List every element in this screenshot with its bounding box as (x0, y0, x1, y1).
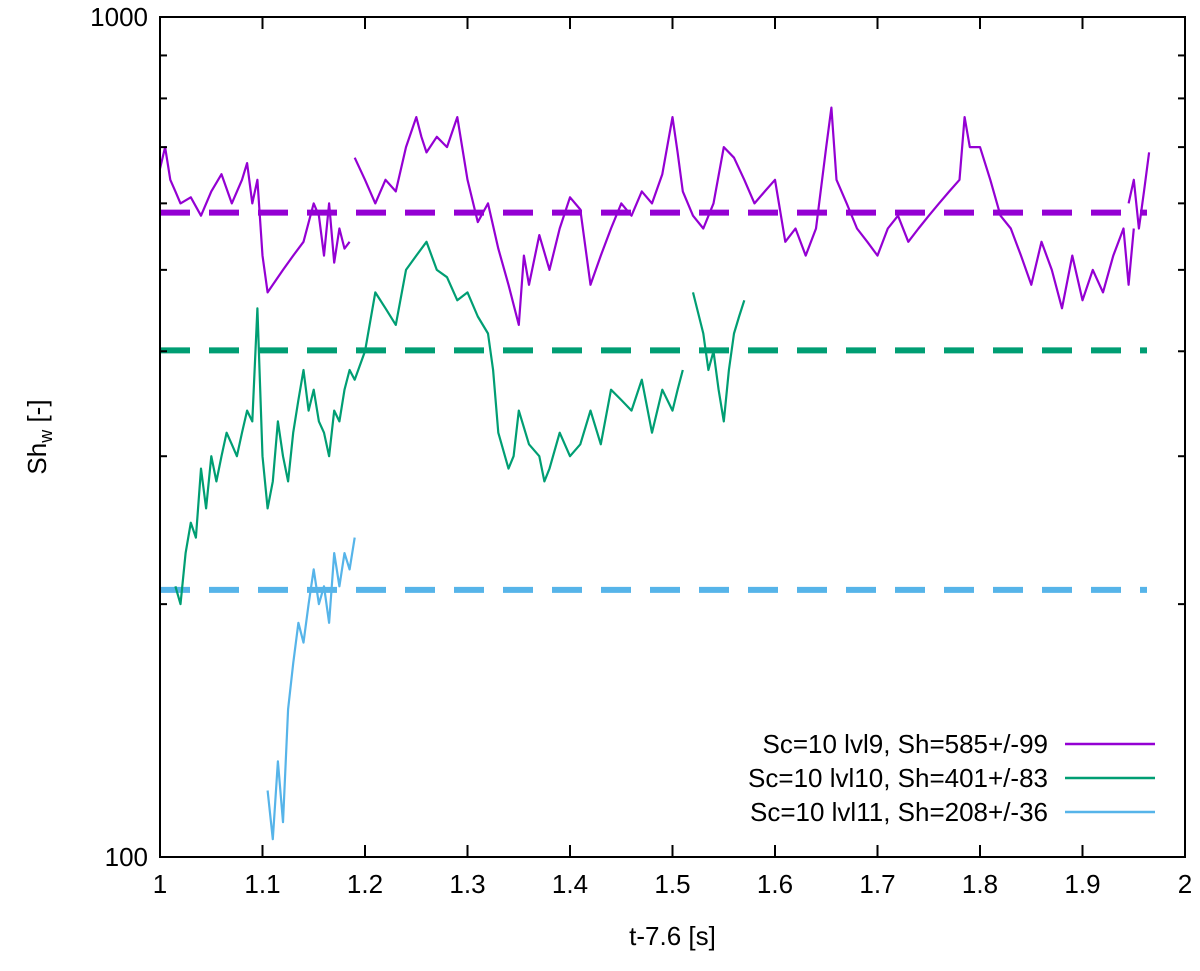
legend: Sc=10 lvl9, Sh=585+/-99 Sc=10 lvl10, Sh=4… (748, 729, 1155, 827)
x-tick-label: 1.7 (859, 869, 895, 899)
x-tick-label: 1.3 (449, 869, 485, 899)
y-axis-ticks: 100 1000 (90, 2, 1185, 872)
series-line (266, 537, 356, 841)
series-line (691, 292, 746, 423)
x-tick-label: 1.9 (1064, 869, 1100, 899)
x-tick-label: 1 (153, 869, 167, 899)
y-axis-title-main: Sh (22, 443, 52, 475)
x-tick-label: 1.2 (347, 869, 383, 899)
y-tick-label: 1000 (90, 2, 148, 32)
y-axis-title-subscript: w (36, 429, 56, 444)
x-tick-label: 1.1 (244, 869, 280, 899)
y-axis-title-suffix: [-] (22, 399, 52, 429)
series-line (353, 106, 1135, 326)
y-axis-title: Shw [-] (22, 399, 56, 474)
x-tick-label: 1.6 (757, 869, 793, 899)
x-axis-title: t-7.6 [s] (629, 921, 716, 951)
legend-label: Sc=10 lvl11, Sh=208+/-36 (750, 797, 1048, 827)
series-lines (158, 106, 1151, 841)
series-line (174, 240, 684, 606)
y-tick-label: 100 (105, 842, 148, 872)
x-axis-ticks: 1 1.1 1.2 1.3 1.4 1.5 1.6 1.7 1.8 1.9 2 (153, 17, 1192, 899)
series-line (158, 146, 351, 294)
x-tick-label: 1.5 (654, 869, 690, 899)
legend-label: Sc=10 lvl9, Sh=585+/-99 (763, 729, 1048, 759)
x-tick-label: 1.8 (962, 869, 998, 899)
x-tick-label: 1.4 (552, 869, 588, 899)
series-line (1127, 152, 1151, 230)
legend-label: Sc=10 lvl10, Sh=401+/-83 (748, 763, 1048, 793)
x-tick-label: 2 (1178, 869, 1192, 899)
